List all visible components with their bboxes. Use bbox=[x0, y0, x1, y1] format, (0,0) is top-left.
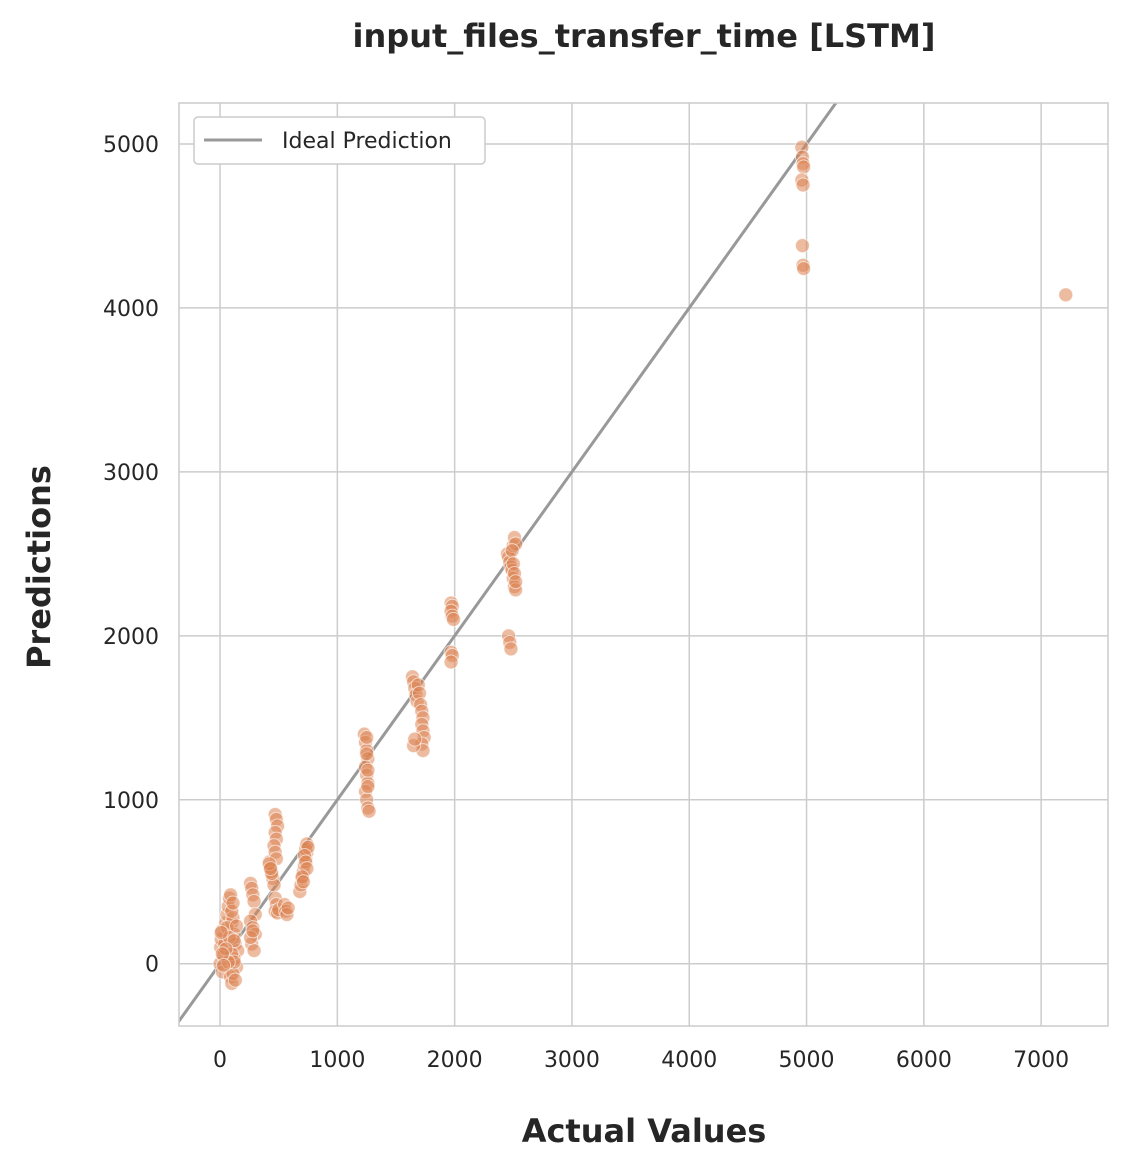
y-tick-label: 4000 bbox=[103, 297, 159, 322]
data-point bbox=[280, 900, 296, 916]
legend: Ideal Prediction bbox=[193, 116, 486, 165]
data-point bbox=[225, 895, 241, 911]
data-point bbox=[359, 729, 375, 745]
data-point bbox=[213, 925, 229, 941]
data-point bbox=[360, 779, 376, 795]
data-point bbox=[796, 261, 812, 277]
data-point bbox=[359, 746, 375, 762]
data-point bbox=[445, 611, 461, 627]
chart-title: input_files_transfer_time [LSTM] bbox=[353, 17, 936, 55]
y-tick-label: 0 bbox=[145, 953, 159, 978]
data-point bbox=[795, 177, 811, 193]
grid bbox=[179, 103, 1108, 1026]
y-axis-label: Predictions bbox=[20, 465, 58, 669]
x-tick-label: 1000 bbox=[309, 1048, 365, 1073]
data-point bbox=[1058, 287, 1074, 303]
data-point bbox=[245, 923, 261, 939]
y-tick-label: 3000 bbox=[103, 461, 159, 486]
x-tick-label: 2000 bbox=[427, 1048, 483, 1073]
x-tick-label: 4000 bbox=[661, 1048, 717, 1073]
data-point bbox=[246, 893, 262, 909]
data-point bbox=[262, 861, 278, 877]
x-tick-label: 0 bbox=[213, 1048, 227, 1073]
data-point bbox=[360, 762, 376, 778]
x-tick-label: 6000 bbox=[896, 1048, 952, 1073]
points-layer bbox=[212, 139, 1074, 991]
data-point bbox=[216, 957, 232, 973]
data-point bbox=[504, 543, 520, 559]
plot-background bbox=[179, 103, 1108, 1026]
x-tick-label: 3000 bbox=[544, 1048, 600, 1073]
data-point bbox=[794, 238, 810, 254]
data-point bbox=[407, 731, 423, 747]
x-tick-label: 5000 bbox=[779, 1048, 835, 1073]
legend-label: Ideal Prediction bbox=[282, 129, 452, 154]
x-axis-label: Actual Values bbox=[522, 1112, 767, 1150]
data-point bbox=[295, 874, 311, 890]
data-point bbox=[228, 918, 244, 934]
legend-box bbox=[193, 116, 486, 165]
data-point bbox=[227, 972, 243, 988]
data-point bbox=[443, 654, 459, 670]
y-tick-label: 1000 bbox=[103, 789, 159, 814]
data-point bbox=[796, 159, 812, 175]
data-point bbox=[503, 641, 519, 657]
data-point bbox=[361, 803, 377, 819]
data-point bbox=[246, 943, 262, 959]
y-tick-label: 2000 bbox=[103, 625, 159, 650]
plot-frame bbox=[178, 102, 1109, 1027]
x-tick-label: 7000 bbox=[1013, 1048, 1069, 1073]
tick-labels: 0 1000 2000 3000 4000 5000 6000 7000 0 1000 2000 30… bbox=[103, 133, 1069, 1073]
y-tick-label: 5000 bbox=[103, 133, 159, 158]
data-point bbox=[508, 574, 524, 590]
